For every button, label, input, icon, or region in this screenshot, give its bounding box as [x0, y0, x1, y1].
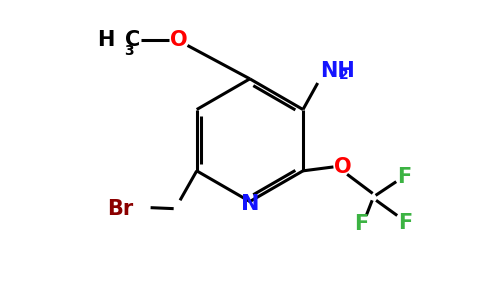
Text: F: F [397, 167, 411, 187]
Text: F: F [398, 213, 413, 233]
Text: NH: NH [320, 61, 355, 81]
Text: F: F [354, 214, 368, 234]
Text: 3: 3 [124, 44, 134, 58]
Text: O: O [170, 30, 187, 50]
Text: H: H [97, 30, 114, 50]
Text: C: C [125, 30, 141, 50]
Text: N: N [241, 194, 259, 214]
Text: Br: Br [107, 199, 134, 219]
Text: 2: 2 [339, 68, 348, 82]
Text: O: O [334, 157, 352, 177]
